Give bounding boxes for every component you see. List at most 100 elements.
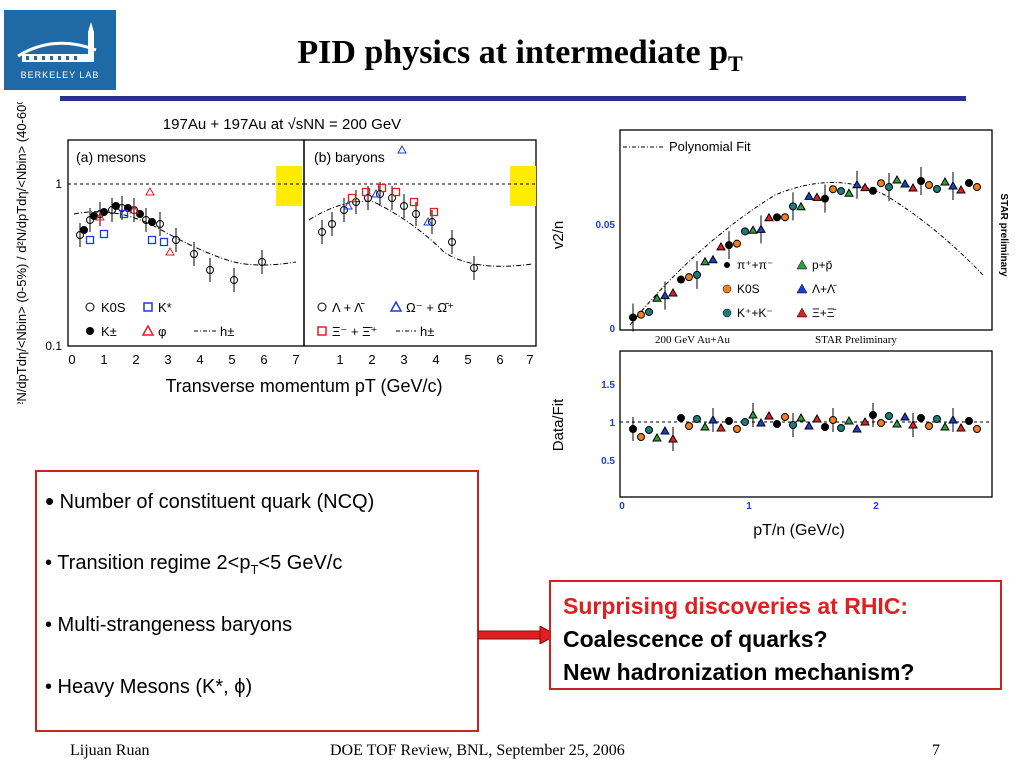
v2-point (725, 241, 733, 250)
rcp-b-xi-point (429, 207, 439, 217)
legend-h: h± (220, 324, 234, 339)
legend-k0s-v2: K0S (737, 282, 760, 296)
rcp-a-phi-point (95, 211, 105, 221)
ratio-ylabel: Data/Fit (550, 398, 567, 451)
ratio-ytick-1-5: 1.5 (601, 380, 615, 391)
energy-label: 200 GeV Au+Au (655, 334, 731, 346)
legend-lambda: Λ + Λ̄ (332, 300, 365, 315)
v2-figure: Polynomial Fit v2/n Data/Fit STAR prelim… (545, 125, 1009, 545)
legend-proton: p+p̄ (812, 258, 833, 272)
rcp-a-k0s-point (206, 266, 214, 274)
rcp-a-k0s-point (76, 231, 84, 239)
panel-b-label: (b) baryons (314, 149, 385, 165)
v2-xtick-2: 2 (873, 501, 879, 512)
legend-proton-marker (796, 259, 808, 270)
xtick-a-1: 1 (100, 352, 107, 367)
v2-xtick-1: 1 (746, 501, 752, 512)
v2-point (933, 185, 941, 193)
ratio-point (781, 413, 789, 421)
v2-point (764, 212, 774, 222)
v2-point (885, 183, 893, 192)
logo-text: BERKELEY LAB (21, 70, 100, 80)
ratio-point (885, 412, 893, 420)
ratio-point (708, 414, 718, 424)
rcp-b-lambda-point (318, 228, 326, 236)
bullet-ncq: • Number of constituent quark (NCQ) (45, 486, 374, 517)
ratio-point (677, 414, 685, 422)
v2-point (741, 227, 749, 236)
legend-k0s: K0S (101, 300, 126, 315)
ytick-0-1: 0.1 (45, 339, 62, 353)
ratio-point (652, 432, 662, 442)
berkeley-lab-logo: BERKELEY LAB (4, 10, 116, 90)
rcp-a-k0s-point (230, 276, 238, 284)
ratio-point (933, 415, 941, 423)
ratio-point (812, 413, 822, 423)
rcp-a-kpm-point (148, 218, 156, 226)
ratio-point (940, 421, 950, 431)
rcp-b-xi-point (347, 193, 357, 203)
rcp-b-omega-point (343, 200, 353, 210)
ratio-point (956, 422, 966, 432)
rcp-a-kpm-point (80, 226, 88, 234)
xtick-b-2: 2 (368, 352, 375, 367)
v2-point (773, 213, 781, 222)
v2-fit-label: Polynomial Fit (669, 139, 751, 154)
ratio-point (900, 411, 910, 421)
legend-phi: φ (158, 324, 166, 339)
v2-point (844, 188, 854, 197)
xtick-a-4: 4 (196, 352, 203, 367)
callout-heading: Surprising discoveries at RHIC: (563, 593, 909, 619)
v2-point (693, 270, 701, 279)
xtick-b-5: 5 (464, 352, 471, 367)
ratio-point (748, 409, 758, 419)
ratio-point (837, 424, 845, 432)
v2-point (917, 177, 925, 185)
rcp-header: 197Au + 197Au at √sNN = 200 GeV (163, 116, 401, 133)
ratio-point (725, 417, 733, 425)
ratio-point (773, 420, 781, 428)
panel-a-hadron-curve (73, 211, 297, 266)
v2-point (829, 185, 837, 194)
ratio-data (629, 403, 981, 451)
rcp-a-k0s-point (258, 258, 266, 266)
legend-lambda-marker (317, 302, 327, 312)
legend-lambda-marker-v2 (796, 283, 808, 294)
legend-xi: Ξ⁻ + Ξ̄⁺ (332, 324, 377, 339)
xtick-b-7: 7 (526, 352, 533, 367)
ratio-point (700, 421, 710, 431)
v2-point (660, 290, 670, 300)
panel-b-frame (303, 139, 537, 347)
xtick-a-0: 0 (68, 352, 75, 367)
ratio-ytick-1: 1 (609, 418, 615, 429)
v2-point (892, 174, 902, 184)
v2-point (796, 201, 806, 211)
v2-point (668, 288, 678, 297)
rcp-a-phi-point (145, 186, 155, 196)
ratio-point (668, 433, 678, 443)
bullet-dot: • (45, 486, 55, 516)
v2-point (869, 186, 877, 195)
rcp-a-kstar-point (99, 229, 109, 239)
xtick-a-6: 6 (260, 352, 267, 367)
v2-point (652, 293, 662, 302)
v2-ytick-0: 0 (609, 324, 615, 335)
rcp-b-lambda-point (328, 220, 336, 228)
legend-kstar: K* (158, 300, 172, 315)
ratio-point (789, 421, 797, 429)
legend-phi-marker (141, 324, 155, 336)
v2-point (748, 225, 758, 234)
v2-point (973, 183, 981, 191)
rcp-a-kstar-point (119, 209, 129, 219)
v2-point (948, 180, 958, 190)
v2-bottom-frame (619, 350, 993, 498)
footer-author: Lijuan Ruan (70, 742, 150, 759)
legend-kpm-marker (86, 327, 94, 335)
v2-point (637, 310, 645, 319)
ratio-point (948, 414, 958, 424)
ratio-point (829, 416, 837, 424)
title-divider (60, 96, 966, 101)
v2-fit-curve (629, 182, 984, 326)
legend-k0s-marker (85, 302, 95, 312)
legend-xi-marker (317, 326, 327, 336)
